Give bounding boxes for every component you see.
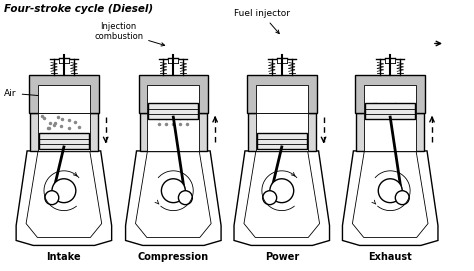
Polygon shape <box>356 75 425 113</box>
Polygon shape <box>26 151 102 237</box>
Polygon shape <box>148 103 198 119</box>
Polygon shape <box>16 151 112 246</box>
Circle shape <box>395 191 409 205</box>
Polygon shape <box>39 133 89 149</box>
Polygon shape <box>365 85 416 113</box>
Polygon shape <box>256 85 308 113</box>
Polygon shape <box>29 75 99 113</box>
Polygon shape <box>147 85 199 113</box>
Text: Exhaust: Exhaust <box>368 252 412 262</box>
Polygon shape <box>30 113 98 151</box>
Polygon shape <box>136 151 211 237</box>
Text: Intake: Intake <box>46 252 81 262</box>
Circle shape <box>263 191 277 205</box>
Circle shape <box>52 179 76 203</box>
Polygon shape <box>38 85 90 113</box>
Polygon shape <box>342 151 438 246</box>
Polygon shape <box>147 113 199 151</box>
Polygon shape <box>244 151 319 237</box>
Circle shape <box>270 179 294 203</box>
Polygon shape <box>356 113 424 151</box>
Polygon shape <box>365 103 415 119</box>
Circle shape <box>45 191 59 205</box>
Polygon shape <box>138 75 208 113</box>
Circle shape <box>178 191 192 205</box>
Text: Power: Power <box>264 252 299 262</box>
Polygon shape <box>257 133 307 149</box>
Polygon shape <box>38 113 90 151</box>
Polygon shape <box>234 151 329 246</box>
Polygon shape <box>248 113 316 151</box>
Polygon shape <box>139 113 207 151</box>
Circle shape <box>378 179 402 203</box>
Polygon shape <box>352 151 428 237</box>
Polygon shape <box>247 75 317 113</box>
Text: Compression: Compression <box>138 252 209 262</box>
Text: Four-stroke cycle (Diesel): Four-stroke cycle (Diesel) <box>4 4 153 14</box>
Text: Injection
combustion: Injection combustion <box>94 22 164 46</box>
Polygon shape <box>256 113 308 151</box>
Circle shape <box>161 179 185 203</box>
Polygon shape <box>365 113 416 151</box>
Text: Air: Air <box>4 89 42 98</box>
Polygon shape <box>126 151 221 246</box>
Text: Fuel injector: Fuel injector <box>234 9 290 34</box>
